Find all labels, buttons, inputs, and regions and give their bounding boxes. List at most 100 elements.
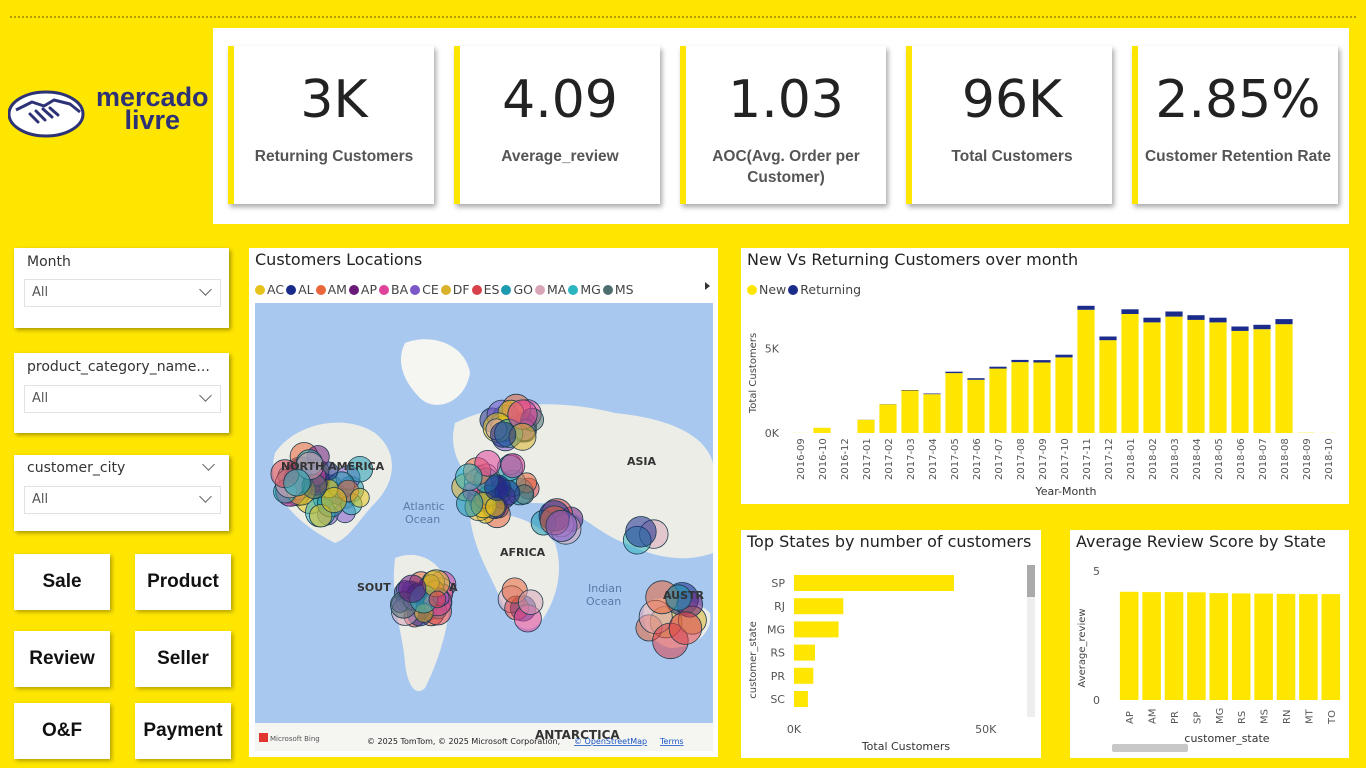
y-tick-label: 5K (765, 343, 780, 356)
kpi-label: Customer Retention Rate (1144, 148, 1332, 165)
bar-review (1142, 592, 1161, 700)
customer-city-dropdown[interactable]: All (24, 486, 221, 514)
logo-word-livre: livre (124, 105, 181, 135)
top-states-chart: SP RJ MG RS PR SC 0K 50K customer_state Total C… (748, 565, 1035, 753)
bar-review (1209, 593, 1229, 700)
bar-review (1119, 591, 1139, 700)
horizontal-scrollbar[interactable] (1112, 744, 1188, 752)
customer-bubble (490, 421, 517, 448)
bar-new (923, 394, 941, 433)
terms-link[interactable]: Terms (659, 737, 684, 746)
month-dropdown[interactable]: All (24, 279, 221, 307)
bar-state (794, 644, 815, 661)
legend-marker-icon (535, 285, 545, 295)
bar-review (1276, 593, 1296, 700)
bar-state (794, 598, 844, 615)
of-button[interactable]: O&F (14, 703, 110, 759)
legend-marker-icon (440, 285, 451, 295)
map-legend-item-ce[interactable]: CE (410, 282, 439, 297)
map-legend-item-ms[interactable]: MS (602, 282, 634, 297)
x-tick-label: 2017-09 (1038, 438, 1049, 480)
bar-returning (1121, 309, 1139, 314)
x-tick-label: 2016-12 (840, 438, 851, 480)
x-tick-label: MS (1260, 709, 1271, 724)
chart-title: Average Review Score by State (1076, 532, 1326, 551)
legend-item-new[interactable]: New (747, 282, 786, 297)
map-legend-item-mg[interactable]: MG (568, 282, 601, 297)
logo-word-mercado: mercado (96, 82, 209, 112)
product-category-dropdown[interactable]: All (24, 385, 221, 413)
bar-returning (1143, 317, 1161, 323)
bar-returning (1011, 359, 1029, 363)
map-legend-item-go[interactable]: GO (501, 282, 533, 297)
map-legend-item-df[interactable]: DF (440, 282, 470, 297)
dropdown-value: All (32, 492, 49, 507)
bar-returning (901, 390, 919, 391)
chart-title: Top States by number of customers (747, 532, 1032, 551)
bar-review (1187, 592, 1206, 700)
kpi-card-retention-rate: 2.85% Customer Retention Rate (1132, 46, 1338, 204)
sale-button[interactable]: Sale (14, 554, 110, 610)
slicer-month: Month All (14, 248, 229, 328)
bar-new (1121, 314, 1139, 433)
osm-link[interactable]: © OpenStreetMap (574, 737, 647, 746)
legend-next-arrow-icon[interactable] (705, 282, 710, 290)
customer-bubble (350, 487, 370, 508)
customer-bubble (500, 453, 526, 479)
seller-button[interactable]: Seller (135, 631, 231, 687)
label-north-america: NORTH AMERICA (281, 460, 385, 473)
map-legend-item-ac[interactable]: AC (255, 282, 284, 297)
product-button[interactable]: Product (135, 554, 231, 610)
label-africa: AFRICA (500, 546, 546, 559)
bar-review (1164, 592, 1184, 700)
legend-marker-icon (379, 285, 390, 295)
bar-review (1321, 594, 1341, 700)
map-legend-item-es[interactable]: ES (471, 282, 499, 297)
label-atlantic-ocean: Ocean (405, 513, 440, 526)
legend-label: GO (513, 282, 533, 297)
map-legend-item-al[interactable]: AL (286, 282, 314, 297)
map-legend-item-am[interactable]: AM (315, 282, 347, 297)
y-axis-label: Total Customers (748, 333, 759, 414)
review-button[interactable]: Review (14, 631, 110, 687)
kpi-value: 1.03 (728, 70, 844, 130)
avg-review-chart: 0 5 AP AM PR SP MG RS MS RN MT TO Average_review cu… (1077, 565, 1341, 752)
bar-state (794, 621, 839, 638)
customer-bubble (545, 509, 578, 542)
x-tick-label: 2017-07 (994, 438, 1005, 480)
x-tick-label: 2018-01 (1126, 438, 1137, 480)
bar-new (989, 368, 1007, 433)
y-tick-label: SC (770, 693, 785, 706)
customer-bubble (625, 516, 657, 548)
map-legend-item-ap[interactable]: AP (348, 282, 378, 297)
x-tick-label: RN (1282, 710, 1293, 724)
map-legend-item-ba[interactable]: BA (379, 282, 408, 297)
legend-label: Returning (800, 282, 862, 297)
customer-bubble (398, 574, 427, 603)
scrollbar-track[interactable] (1027, 565, 1035, 717)
map-legend-item-ma[interactable]: MA (535, 282, 566, 297)
collapse-chevron-icon[interactable] (202, 458, 215, 471)
customer-bubble (456, 489, 484, 517)
bar-returning (1099, 336, 1117, 341)
bar-returning (1209, 317, 1227, 323)
payment-button[interactable]: Payment (135, 703, 231, 759)
world-map[interactable]: NORTH AMERICA Atlantic Ocean ASIA AFRICA… (255, 303, 713, 751)
bar-state (794, 691, 808, 707)
x-tick-label: 2017-01 (862, 438, 873, 480)
legend-item-returning[interactable]: Returning (788, 282, 861, 297)
slicer-title: customer_city (27, 460, 126, 476)
x-tick-label: 2018-06 (1236, 438, 1247, 480)
y-tick-label: 5 (1093, 565, 1100, 578)
new-vs-returning-chart-visual: New Vs Returning Customers over month Ne… (741, 248, 1349, 504)
label-atlantic: Atlantic (403, 500, 445, 513)
slicer-title: Month (27, 254, 71, 270)
chart-title: New Vs Returning Customers over month (747, 250, 1079, 269)
legend-label: DF (452, 282, 470, 297)
scrollbar-thumb[interactable] (1027, 565, 1035, 597)
kpi-value: 96K (961, 70, 1063, 130)
handshake-icon (8, 90, 85, 138)
legend-label: AP (360, 282, 378, 297)
x-tick-label: MT (1304, 708, 1315, 724)
legend-marker-icon (315, 285, 326, 295)
